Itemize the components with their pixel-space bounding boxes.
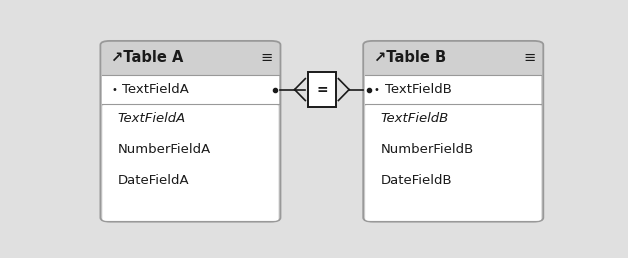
FancyBboxPatch shape	[363, 41, 543, 222]
Text: ≡: ≡	[261, 50, 273, 65]
Text: TextFieldA: TextFieldA	[122, 83, 189, 96]
Bar	[308, 72, 336, 107]
Text: •: •	[374, 85, 380, 95]
Text: ↗Table A: ↗Table A	[111, 50, 183, 65]
Bar	[365, 75, 541, 104]
FancyBboxPatch shape	[365, 104, 541, 221]
Text: DateFieldB: DateFieldB	[381, 174, 452, 187]
Text: NumberFieldA: NumberFieldA	[117, 143, 210, 156]
FancyBboxPatch shape	[102, 104, 279, 221]
Text: •: •	[111, 85, 117, 95]
Text: NumberFieldB: NumberFieldB	[381, 143, 474, 156]
Text: DateFieldA: DateFieldA	[117, 174, 189, 187]
Text: ≡: ≡	[523, 50, 536, 65]
Text: TextFieldB: TextFieldB	[385, 83, 452, 96]
FancyBboxPatch shape	[100, 41, 281, 222]
Bar	[102, 75, 279, 104]
Text: =: =	[316, 83, 328, 96]
Text: ↗Table B: ↗Table B	[374, 50, 446, 65]
Text: TextFieldB: TextFieldB	[381, 112, 448, 125]
Text: TextFieldA: TextFieldA	[117, 112, 186, 125]
